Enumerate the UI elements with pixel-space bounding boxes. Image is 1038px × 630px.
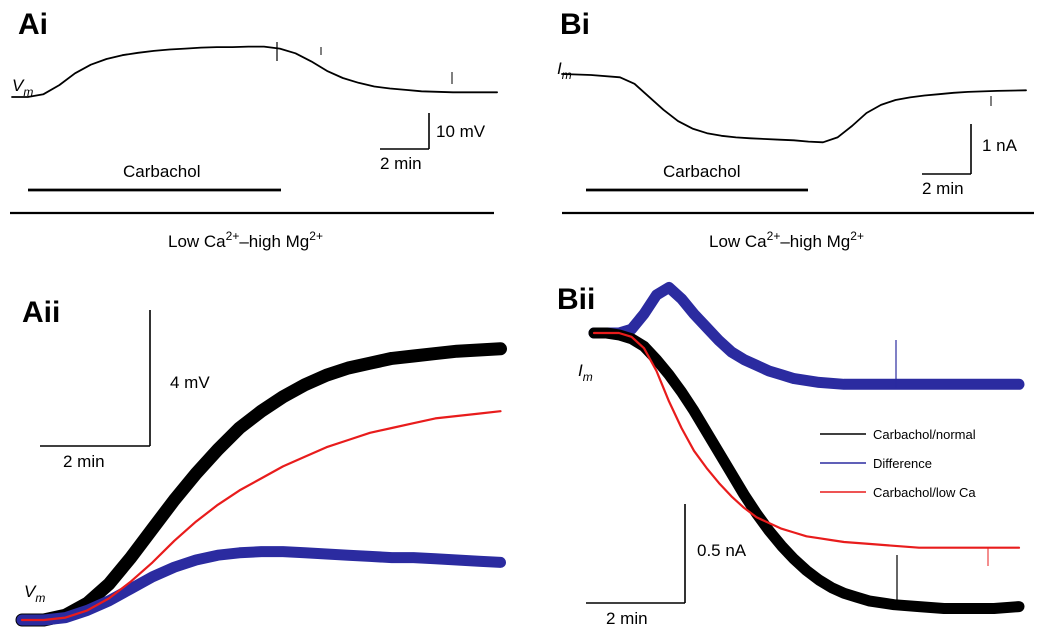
trace-aii-blue <box>16 546 506 626</box>
scale-label-y-bii: 0.5 nA <box>697 541 747 560</box>
trace-aii-black <box>15 342 507 627</box>
panel-aii: Aii 4 mV 2 min Vm <box>15 296 507 627</box>
condition-label-ai: Low Ca2+–high Mg2+ <box>168 229 323 251</box>
trace-bii-carbachol-low-ca <box>592 331 1021 549</box>
condition-label-bi: Low Ca2+–high Mg2+ <box>709 229 864 251</box>
legend-bii: Carbachol/normal Difference Carbachol/lo… <box>820 427 976 500</box>
legend-label-difference: Difference <box>873 456 932 471</box>
panel-label-ai: Ai <box>18 8 48 41</box>
scale-label-y-aii: 4 mV <box>170 373 210 392</box>
panel-label-bii: Bii <box>557 283 595 316</box>
scale-label-x-aii: 2 min <box>63 452 105 471</box>
carbachol-label-ai: Carbachol <box>123 162 201 181</box>
legend-label-carbachol-normal: Carbachol/normal <box>873 427 976 442</box>
scale-label-y-bi: 1 nA <box>982 136 1018 155</box>
trace-bii-difference <box>588 281 1025 390</box>
scale-label-y-ai: 10 mV <box>436 122 486 141</box>
panel-bii: Bii Im Carbachol/normal Difference Carba… <box>557 281 1025 628</box>
panel-label-aii: Aii <box>22 296 60 329</box>
panel-label-bi: Bi <box>560 8 590 41</box>
trace-bi-im <box>561 73 1027 144</box>
panel-ai: Ai Vm 10 mV 2 min Carbachol Low Ca2+–hig… <box>10 8 499 251</box>
trace-ai-vm <box>11 45 499 98</box>
trace-aii-red <box>20 410 502 622</box>
trace-label-bii: Im <box>578 361 593 384</box>
legend-label-carbachol-low-ca: Carbachol/low Ca <box>873 485 976 500</box>
panel-bi: Bi Im 1 nA 2 min Carbachol Low Ca2+–high… <box>557 8 1034 251</box>
trace-label-aii: Vm <box>24 582 45 605</box>
trace-bii-carbachol-normal <box>588 327 1025 614</box>
carbachol-label-bi: Carbachol <box>663 162 741 181</box>
scale-label-x-ai: 2 min <box>380 154 422 173</box>
trace-label-ai: Vm <box>12 76 33 99</box>
trace-label-bi: Im <box>557 59 572 82</box>
scale-label-x-bi: 2 min <box>922 179 964 198</box>
scale-label-x-bii: 2 min <box>606 609 648 628</box>
